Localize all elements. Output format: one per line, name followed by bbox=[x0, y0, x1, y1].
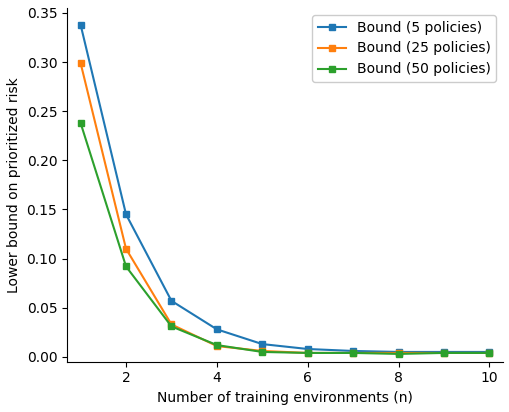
Bound (25 policies) bbox=[395, 351, 401, 356]
Line: Bound (5 policies): Bound (5 policies) bbox=[78, 22, 491, 355]
Bound (50 policies) bbox=[304, 351, 310, 356]
Bound (25 policies) bbox=[213, 344, 219, 349]
Bound (5 policies) bbox=[349, 349, 355, 353]
Bound (25 policies) bbox=[259, 349, 265, 353]
Line: Bound (25 policies): Bound (25 policies) bbox=[78, 60, 491, 356]
Bound (5 policies) bbox=[304, 346, 310, 351]
Bound (50 policies) bbox=[213, 343, 219, 348]
Bound (50 policies) bbox=[349, 351, 355, 356]
Legend: Bound (5 policies), Bound (25 policies), Bound (50 policies): Bound (5 policies), Bound (25 policies),… bbox=[312, 15, 495, 82]
Bound (50 policies) bbox=[77, 121, 83, 126]
Bound (25 policies) bbox=[168, 322, 174, 327]
Bound (5 policies) bbox=[259, 342, 265, 346]
Bound (50 policies) bbox=[259, 349, 265, 354]
Bound (5 policies) bbox=[486, 349, 492, 354]
X-axis label: Number of training environments (n): Number of training environments (n) bbox=[157, 391, 412, 405]
Bound (25 policies) bbox=[486, 351, 492, 356]
Bound (5 policies) bbox=[213, 327, 219, 332]
Bound (5 policies) bbox=[440, 349, 446, 354]
Bound (25 policies) bbox=[77, 61, 83, 66]
Bound (50 policies) bbox=[168, 324, 174, 329]
Bound (50 policies) bbox=[486, 351, 492, 356]
Y-axis label: Lower bound on prioritized risk: Lower bound on prioritized risk bbox=[7, 77, 21, 293]
Bound (50 policies) bbox=[440, 351, 446, 356]
Bound (5 policies) bbox=[77, 22, 83, 27]
Line: Bound (50 policies): Bound (50 policies) bbox=[78, 120, 491, 357]
Bound (5 policies) bbox=[395, 349, 401, 354]
Bound (50 policies) bbox=[123, 264, 129, 269]
Bound (5 policies) bbox=[168, 298, 174, 303]
Bound (25 policies) bbox=[349, 351, 355, 356]
Bound (50 policies) bbox=[395, 351, 401, 356]
Bound (25 policies) bbox=[440, 351, 446, 356]
Bound (25 policies) bbox=[123, 246, 129, 251]
Bound (5 policies) bbox=[123, 212, 129, 217]
Bound (25 policies) bbox=[304, 351, 310, 356]
